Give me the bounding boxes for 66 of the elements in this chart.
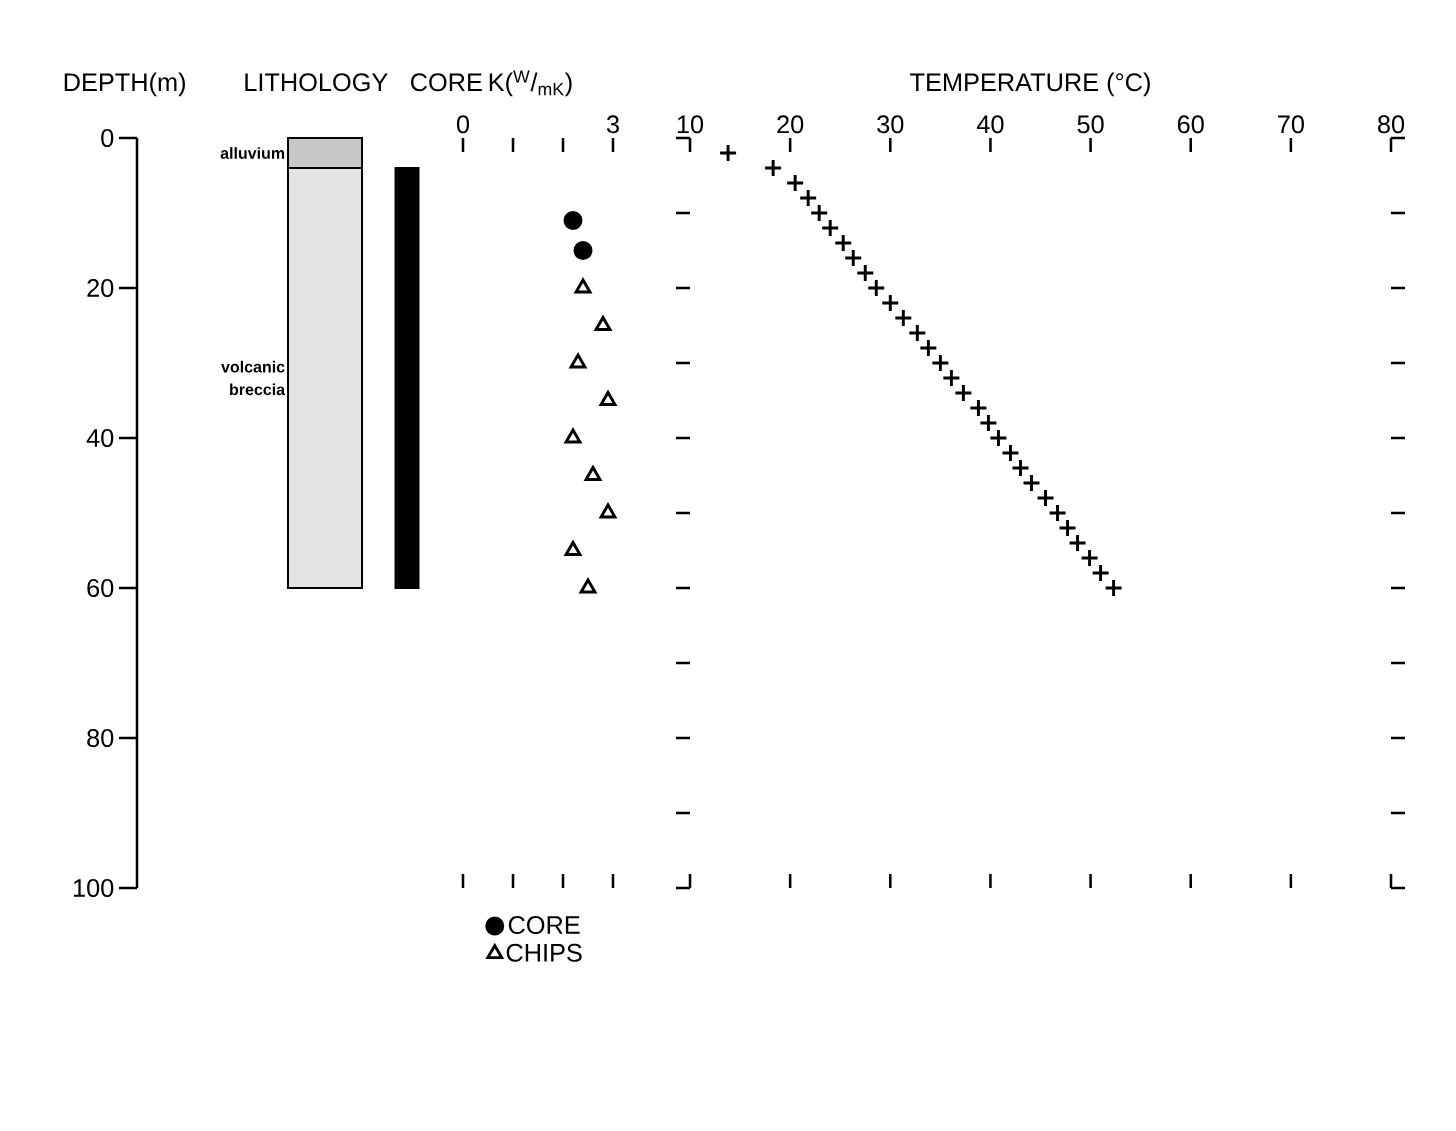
point xyxy=(968,398,988,418)
point xyxy=(563,211,583,230)
point xyxy=(1080,548,1100,568)
category-label: LITHOLOGY xyxy=(245,73,388,92)
point xyxy=(573,241,593,260)
point xyxy=(599,391,617,406)
y-tick-label: 80 xyxy=(87,729,114,747)
point xyxy=(718,143,738,163)
series-label: alluvium xyxy=(220,147,285,159)
point xyxy=(820,218,840,238)
x-tick-label: 30 xyxy=(877,115,904,134)
x-tick-label: 50 xyxy=(1077,115,1104,134)
point xyxy=(930,353,950,373)
point xyxy=(599,503,617,519)
y-tick-label: 100 xyxy=(73,879,114,897)
point xyxy=(569,353,587,369)
point xyxy=(1068,533,1088,553)
point xyxy=(584,466,602,481)
point xyxy=(833,233,853,253)
point xyxy=(1048,503,1067,523)
point xyxy=(843,248,863,268)
point xyxy=(1058,518,1078,538)
y-axis-title: DEPTH(m) xyxy=(64,72,185,97)
point xyxy=(953,383,973,403)
point xyxy=(1001,443,1020,463)
x-tick-label: 10 xyxy=(677,115,704,134)
x-tick-label: 0 xyxy=(456,115,470,134)
point xyxy=(893,308,913,328)
point xyxy=(579,578,597,594)
y-tick-label: 40 xyxy=(86,429,114,447)
point xyxy=(988,428,1008,448)
point xyxy=(763,158,783,178)
point xyxy=(941,368,961,388)
y-tick-label: 60 xyxy=(87,579,114,597)
x-tick-label: 3 xyxy=(606,115,619,134)
point xyxy=(918,338,938,358)
category-label: CORE xyxy=(411,73,482,92)
x-tick-label: 40 xyxy=(976,115,1004,134)
y-tick-label: 20 xyxy=(87,279,114,297)
x-tick-label: 80 xyxy=(1378,115,1405,134)
point xyxy=(978,413,998,433)
point xyxy=(564,428,582,444)
legend-label: CORE xyxy=(508,916,580,935)
x-tick-label: 70 xyxy=(1278,115,1304,134)
point xyxy=(594,316,612,331)
point xyxy=(1104,578,1124,598)
x-axis-title: TEMPERATURE (°C) xyxy=(910,72,1150,97)
point xyxy=(564,541,582,556)
y-tick-label: 0 xyxy=(101,129,114,147)
x-tick-label: 60 xyxy=(1177,115,1204,134)
point xyxy=(798,188,818,208)
point xyxy=(809,203,829,223)
point xyxy=(1036,488,1055,508)
point xyxy=(1022,473,1041,493)
point xyxy=(855,263,875,283)
series-label: volcanic breccia xyxy=(221,360,286,396)
point xyxy=(880,293,900,313)
point xyxy=(785,173,805,193)
point xyxy=(907,323,927,343)
point xyxy=(1011,458,1030,478)
x-tick-label: 20 xyxy=(777,115,804,134)
point xyxy=(866,278,886,298)
point xyxy=(574,278,592,294)
x-axis-title: K($^{W}$/$_{mK}$) xyxy=(489,70,572,97)
legend-label: CHIPS xyxy=(506,943,582,962)
point xyxy=(1091,563,1111,583)
